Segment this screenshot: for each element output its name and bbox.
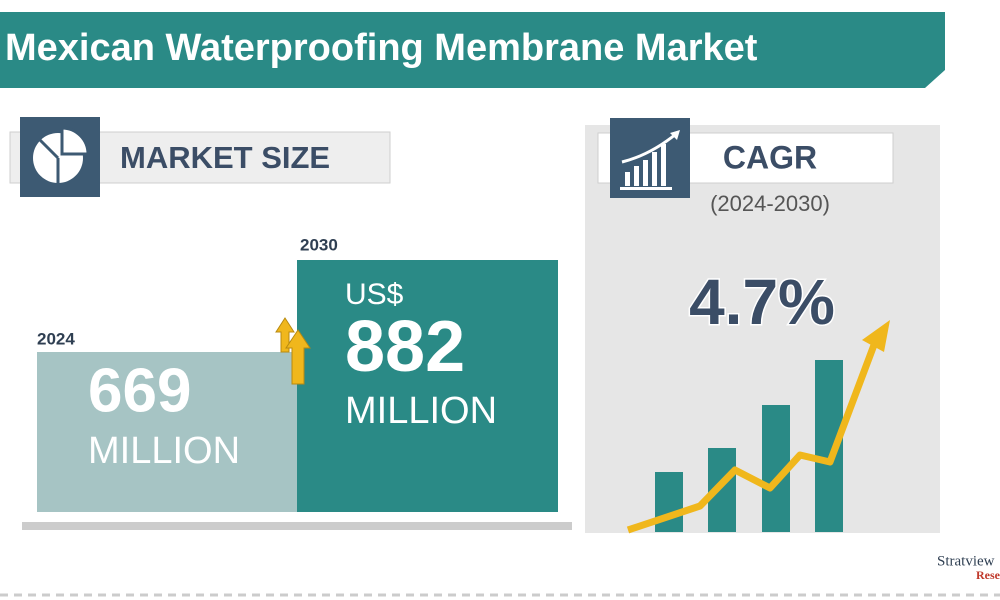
title: Mexican Waterproofing Membrane Market xyxy=(5,27,758,69)
cagr-period: (2024-2030) xyxy=(710,191,830,216)
end-block xyxy=(297,260,558,512)
chart-icon-box xyxy=(610,118,690,198)
end-value: 882 xyxy=(345,307,465,387)
trend-arrowhead xyxy=(862,320,890,352)
cagr-value: 4.7% xyxy=(689,266,835,338)
cagr-label: CAGR xyxy=(723,139,817,175)
market-size-label: MARKET SIZE xyxy=(120,140,330,175)
pie-icon xyxy=(33,126,90,183)
chart-icon xyxy=(620,130,680,190)
end-unit: MILLION xyxy=(345,390,497,432)
end-currency: US$ xyxy=(345,278,404,311)
start-block xyxy=(37,352,297,512)
baseline xyxy=(22,522,572,530)
logo-name: Stratview xyxy=(937,553,995,569)
growth-arrows xyxy=(275,317,311,385)
end-year: 2030 xyxy=(300,235,338,254)
logo-sub: Rese xyxy=(976,568,1000,582)
start-value: 669 xyxy=(88,356,191,425)
start-year: 2024 xyxy=(37,329,75,348)
start-unit: MILLION xyxy=(88,430,240,472)
trend-arrow xyxy=(626,343,878,534)
title-banner xyxy=(0,12,945,88)
